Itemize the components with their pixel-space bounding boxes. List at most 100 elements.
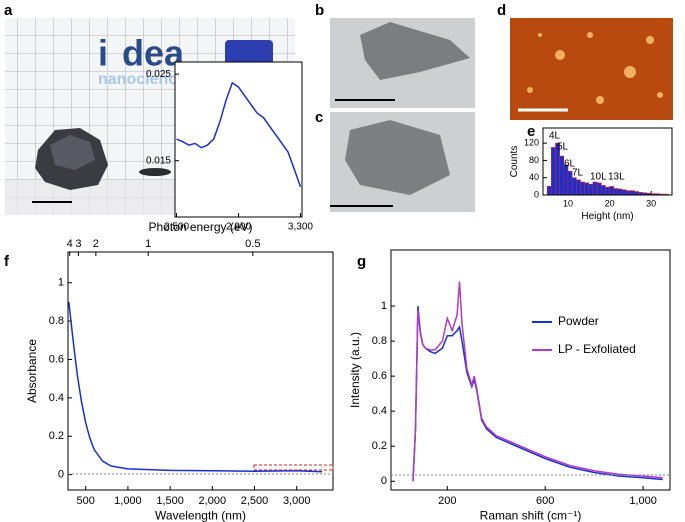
bar [621,189,627,196]
y-axis-label: Intensity (a.u.) [348,332,362,408]
plot-border [67,251,334,491]
y-tick-label: 0.8 [372,335,387,347]
y-tick-label: 80 [529,155,539,165]
y-axis-label: Absorbance [25,339,39,403]
y-tick-label: 0.6 [372,370,387,382]
panel-labels: a b c d e f g [4,2,535,270]
y-axis-label: Counts [509,146,520,178]
bar [625,190,631,196]
annotation: 7L [572,168,584,179]
photo-c [330,112,475,212]
x-tick-label: 500 [77,495,95,507]
panel-label: c [315,109,323,126]
panel-label: d [497,2,506,19]
y-tick-label: 1 [58,277,64,289]
data-line [412,281,663,482]
legend-label: LP - Exfoliated [558,342,636,356]
y-tick-label: 40 [529,172,539,182]
x-tick-label: 2,500 [241,495,269,507]
x-tick-label: 30 [646,198,656,208]
x2-tick-label: 0.5 [245,238,260,250]
bar [575,179,581,196]
bar [580,181,585,196]
bar [630,190,635,196]
x-axis-label: Height (nm) [581,211,633,222]
annotation: 4L [549,131,561,142]
x-tick-label: 1,500 [156,495,184,507]
y-tick-label: 0.025 [146,69,171,80]
x-axis-label: Wavelength (nm) [155,509,246,522]
x2-tick-label: 3 [75,238,81,250]
x2-tick-label: 4 [67,238,73,250]
y-tick-label: 0 [58,469,64,481]
bar [617,188,623,196]
x-tick-label: 3,000 [283,495,311,507]
chart: 200 600 1,000 0 0.2 0.4 0.6 0.8 1 Raman shift (cm… [348,249,671,522]
bar [634,191,640,196]
bar [571,177,577,196]
bar [584,182,590,196]
x-axis-label: Raman shift (cm⁻¹) [480,509,582,522]
panel-label: g [357,253,366,270]
logo-i: i [98,33,108,74]
photo-b [330,18,475,108]
x-tick-label: 2,500 [164,222,189,233]
panel-label: a [4,2,13,19]
x2-tick-label: 1 [145,238,151,250]
y-tick-label: 0.6 [49,353,64,365]
plot-border [542,127,673,196]
x2-axis-label: Photon energy (eV) [148,220,252,234]
bar [592,181,598,196]
data-line [68,301,323,473]
y-tick-label: 0.4 [372,405,387,417]
panel-label: b [315,2,324,19]
plot-border [174,61,303,218]
plot-frame [391,250,670,490]
chart: 2,500 2,900 3,300 0.015 0.025 [146,61,313,233]
bar [613,188,619,196]
bar [609,186,615,196]
plot-border [390,249,671,491]
x2-tick-label: 2 [93,238,99,250]
legend-label: Powder [558,314,599,328]
annotation: 6L [564,159,576,170]
y-tick-label: 0.2 [49,430,64,442]
bar [546,186,552,196]
panel-label: f [4,253,10,270]
y-tick-label: 0.4 [49,392,64,404]
y-tick-label: 0.8 [49,315,64,327]
inset-region [253,464,334,471]
bar [588,183,594,196]
x-tick-label: 600 [536,495,554,507]
x-tick-label: 3,300 [288,222,313,233]
bar [596,182,602,196]
x-tick-label: 1,000 [629,495,657,507]
bar [600,185,606,196]
plot-frame [68,252,333,490]
panel-label: e [527,123,535,140]
annotation: 13L [608,172,625,183]
x-tick-label: 1,000 [114,495,142,507]
x-tick-label: 2,000 [199,495,227,507]
y-tick-label: 0 [381,475,387,487]
y-tick-label: 0.015 [146,155,171,166]
bar [551,147,556,196]
y-tick-label: 1 [381,300,387,312]
x-tick-label: 10 [563,198,573,208]
logo-sub: nanociencia [98,71,191,88]
y-tick-label: 120 [524,138,539,148]
x-tick-label: 2,900 [226,222,251,233]
annotation: 5L [557,142,569,153]
chart: 500 1,000 1,500 2,000 2,500 3,000 0 0.2 0.4 0.6 0.… [25,220,334,522]
data-line [176,81,302,187]
y-tick-label: 0 [534,189,539,199]
annotation: 10L [590,172,607,183]
plot-frame [175,62,302,217]
bar [605,186,610,196]
y-tick-label: 0.2 [372,440,387,452]
photo-d [510,18,673,120]
x-tick-label: 200 [438,495,456,507]
